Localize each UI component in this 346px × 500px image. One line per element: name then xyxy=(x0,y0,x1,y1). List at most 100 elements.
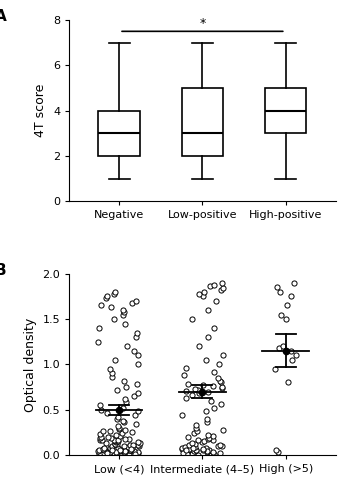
Point xyxy=(193,424,199,432)
Point xyxy=(116,413,121,421)
Point xyxy=(134,380,139,388)
Point xyxy=(289,356,295,364)
Point xyxy=(211,368,217,376)
Point xyxy=(109,442,115,450)
Point xyxy=(115,440,120,448)
Point xyxy=(112,440,118,448)
Point xyxy=(133,450,139,458)
Point xyxy=(203,356,209,364)
Point xyxy=(133,411,138,419)
Point xyxy=(216,374,221,382)
Point xyxy=(283,315,289,323)
Point xyxy=(109,304,114,312)
Point xyxy=(210,436,215,444)
Point xyxy=(197,342,202,350)
PathPatch shape xyxy=(182,88,223,156)
Point xyxy=(211,404,217,412)
PathPatch shape xyxy=(98,110,140,156)
Point xyxy=(206,431,211,439)
Y-axis label: 4T score: 4T score xyxy=(35,84,47,138)
Point xyxy=(136,438,141,446)
Point xyxy=(181,371,186,379)
Point xyxy=(220,279,225,287)
Point xyxy=(220,426,226,434)
Point xyxy=(109,446,115,454)
Point xyxy=(193,421,199,429)
Point xyxy=(135,360,141,368)
Point xyxy=(200,444,206,452)
Point xyxy=(112,315,117,323)
Point xyxy=(115,444,121,452)
Point xyxy=(277,288,282,296)
Point xyxy=(108,444,113,452)
Point xyxy=(129,428,135,436)
Point xyxy=(111,290,117,298)
Point xyxy=(201,292,206,300)
Point xyxy=(212,450,217,458)
Point xyxy=(108,434,113,442)
Point xyxy=(134,297,139,305)
Point xyxy=(197,290,202,298)
Point xyxy=(121,418,126,426)
Point xyxy=(135,441,141,449)
Point xyxy=(201,446,206,454)
Point xyxy=(107,448,113,456)
Point xyxy=(103,439,109,447)
Point xyxy=(117,424,122,432)
Point xyxy=(212,280,217,288)
Point xyxy=(97,436,102,444)
Point xyxy=(186,380,191,388)
Point xyxy=(104,292,110,300)
Point xyxy=(99,406,104,413)
Point xyxy=(210,382,215,390)
Point xyxy=(183,386,188,394)
Point xyxy=(135,448,140,456)
Point xyxy=(120,310,126,318)
Point xyxy=(275,448,281,456)
Point xyxy=(104,294,109,302)
Point xyxy=(101,446,107,454)
Point xyxy=(199,438,205,446)
Point xyxy=(117,446,122,454)
Point xyxy=(117,448,123,456)
Point xyxy=(206,434,211,442)
Point xyxy=(122,320,128,328)
Point xyxy=(191,444,196,452)
Point xyxy=(112,356,118,364)
Point xyxy=(190,315,195,323)
Point xyxy=(96,324,101,332)
Point xyxy=(184,448,190,456)
Point xyxy=(112,440,118,448)
Point xyxy=(113,438,119,446)
Point xyxy=(119,429,125,437)
Point xyxy=(125,443,130,451)
Point xyxy=(109,444,114,452)
Point xyxy=(273,365,278,373)
Point xyxy=(101,444,107,452)
Point xyxy=(211,324,217,332)
Point xyxy=(218,400,224,408)
Point xyxy=(122,395,128,403)
Point xyxy=(97,446,102,454)
Point xyxy=(134,450,139,458)
Point xyxy=(102,451,108,459)
Point xyxy=(273,446,279,454)
Point xyxy=(130,441,135,449)
Point xyxy=(187,451,192,459)
Point xyxy=(128,446,133,454)
Point xyxy=(215,442,221,450)
Point xyxy=(182,443,188,451)
Text: *: * xyxy=(199,16,206,30)
Point xyxy=(185,433,191,441)
Point xyxy=(201,438,207,446)
Point xyxy=(97,449,102,457)
Point xyxy=(204,448,210,456)
Point xyxy=(183,449,189,457)
Point xyxy=(213,297,219,305)
Point xyxy=(123,398,129,406)
Point xyxy=(192,440,198,448)
Point xyxy=(219,384,225,392)
Point xyxy=(204,448,210,456)
PathPatch shape xyxy=(265,88,307,134)
Point xyxy=(284,302,290,310)
